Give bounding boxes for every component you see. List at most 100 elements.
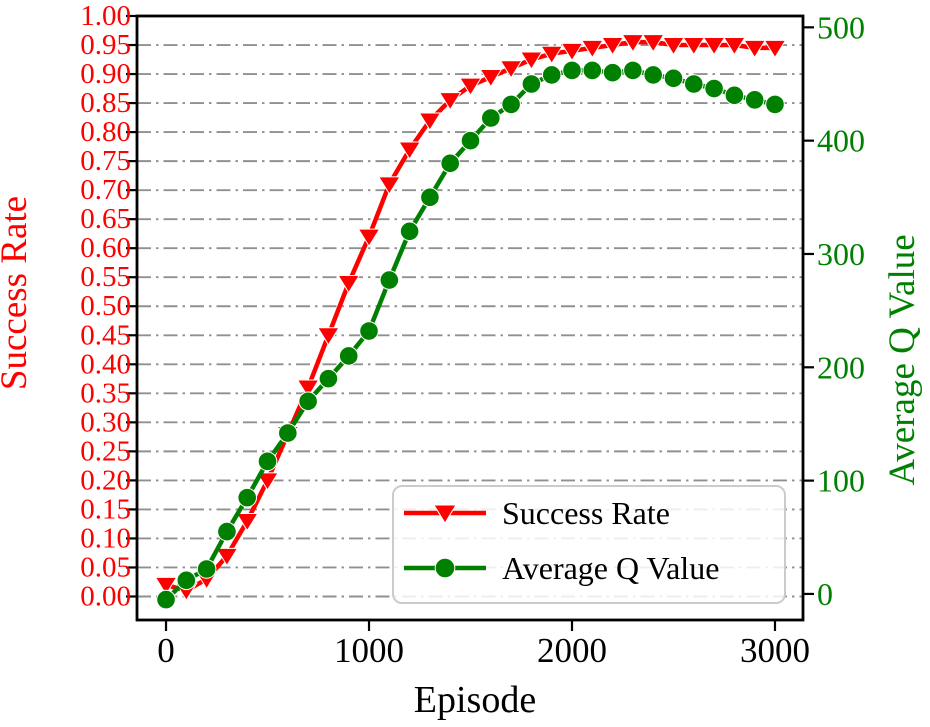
circle-marker xyxy=(724,85,745,106)
left-tick-label: 0.75 xyxy=(80,145,131,177)
triangle-down-marker xyxy=(377,176,401,195)
circle-marker xyxy=(704,78,724,99)
triangle-down-marker xyxy=(438,92,462,111)
axes-frame xyxy=(135,14,805,622)
right-tick-label: 200 xyxy=(817,349,865,385)
triangle-down-marker xyxy=(743,39,767,59)
circle-marker xyxy=(359,321,379,341)
left-tick-label: 0.80 xyxy=(80,116,131,148)
legend-circle-marker xyxy=(434,557,456,579)
circle-marker xyxy=(541,65,562,85)
circle-marker xyxy=(156,589,176,610)
x-axis-title: Episode xyxy=(414,679,536,721)
circle-marker xyxy=(176,570,197,591)
left-tick-label: 0.35 xyxy=(80,377,131,409)
circle-marker xyxy=(481,108,501,128)
triangle-down-marker xyxy=(398,141,422,160)
left-tick-label: 0.20 xyxy=(80,464,131,496)
legend-label: Success Rate xyxy=(502,495,670,531)
circle-marker xyxy=(440,153,461,174)
series-layer xyxy=(154,34,787,610)
triangle-down-marker xyxy=(540,45,564,65)
triangle-down-marker xyxy=(479,68,503,88)
circle-marker xyxy=(460,130,481,151)
x-tick-label: 2000 xyxy=(537,631,607,670)
left-tick-label: 0.70 xyxy=(80,174,131,206)
triangle-down-marker xyxy=(601,37,624,56)
circle-marker xyxy=(765,94,785,115)
triangle-down-marker xyxy=(215,547,239,567)
right-tick-label: 300 xyxy=(817,236,865,272)
triangle-down-marker xyxy=(662,37,685,56)
triangle-down-marker xyxy=(641,34,665,53)
triangle-down-marker xyxy=(154,576,178,596)
triangle-down-marker xyxy=(520,51,543,70)
left-tick-label: 1.00 xyxy=(80,0,131,32)
triangle-down-marker xyxy=(357,228,381,248)
triangle-down-marker xyxy=(296,379,320,398)
left-axis-title: Success Rate xyxy=(0,196,35,390)
right-tick-label: 100 xyxy=(817,463,865,499)
legend-triangle-marker xyxy=(433,504,457,524)
x-tick-label: 3000 xyxy=(740,631,810,670)
circle-marker xyxy=(643,65,663,85)
circle-marker xyxy=(744,90,765,110)
left-tick-label: 0.10 xyxy=(80,522,131,554)
circle-marker xyxy=(338,346,359,366)
circle-marker xyxy=(501,94,521,115)
circle-marker xyxy=(521,74,542,94)
right-tick-label: 500 xyxy=(817,9,865,45)
left-tick-label: 0.50 xyxy=(80,290,131,322)
left-tick-label: 0.60 xyxy=(80,232,131,264)
left-tick-label: 0.05 xyxy=(80,551,131,583)
left-tick-label: 0.45 xyxy=(80,319,131,351)
triangle-down-marker xyxy=(580,39,604,59)
circle-marker xyxy=(237,487,258,508)
circle-marker xyxy=(582,60,603,81)
left-tick-label: 0.40 xyxy=(80,348,131,380)
triangle-down-marker xyxy=(256,472,279,491)
legend-box xyxy=(392,485,786,604)
series-average-q-value xyxy=(156,60,785,610)
legend-entry: Average Q Value xyxy=(404,550,719,586)
triangle-down-marker xyxy=(722,37,746,56)
triangle-down-marker xyxy=(763,39,787,59)
left-tick-label: 0.95 xyxy=(80,29,131,61)
triangle-down-marker xyxy=(682,37,706,56)
circle-marker xyxy=(257,451,278,472)
circle-marker xyxy=(683,74,704,94)
triangle-down-marker xyxy=(560,42,584,62)
left-tick-label: 0.55 xyxy=(80,261,131,293)
left-tick-label: 0.65 xyxy=(80,203,131,235)
left-tick-label: 0.25 xyxy=(80,435,131,467)
legend-entry: Success Rate xyxy=(404,495,670,531)
left-tick-label: 0.15 xyxy=(80,493,131,525)
circle-marker xyxy=(623,60,643,81)
left-tick-label: 0.85 xyxy=(80,87,131,119)
triangle-down-marker xyxy=(235,513,259,532)
gridlines xyxy=(137,44,803,598)
circle-marker xyxy=(196,559,217,579)
right-tick-label: 0 xyxy=(817,576,833,612)
x-tick-label: 0 xyxy=(157,631,175,670)
left-tick-label: 0.00 xyxy=(80,580,131,612)
right-tick-label: 400 xyxy=(817,123,865,159)
triangle-down-marker xyxy=(499,60,523,79)
circle-marker xyxy=(399,221,420,242)
legend: Success Rate Average Q Value xyxy=(392,485,786,604)
triangle-down-marker xyxy=(418,112,442,131)
circle-marker xyxy=(318,368,339,389)
triangle-down-marker xyxy=(702,37,726,56)
circle-marker xyxy=(562,60,582,81)
left-tick-label: 0.30 xyxy=(80,406,131,438)
circle-marker xyxy=(420,187,440,208)
right-axis-title: Average Q Value xyxy=(882,234,923,485)
circle-marker xyxy=(298,391,318,412)
circle-marker xyxy=(379,270,400,290)
circle-marker xyxy=(663,68,684,89)
circle-marker xyxy=(278,423,298,443)
legend-label: Average Q Value xyxy=(502,550,719,586)
circle-marker xyxy=(602,62,623,83)
triangle-down-marker xyxy=(621,34,645,53)
